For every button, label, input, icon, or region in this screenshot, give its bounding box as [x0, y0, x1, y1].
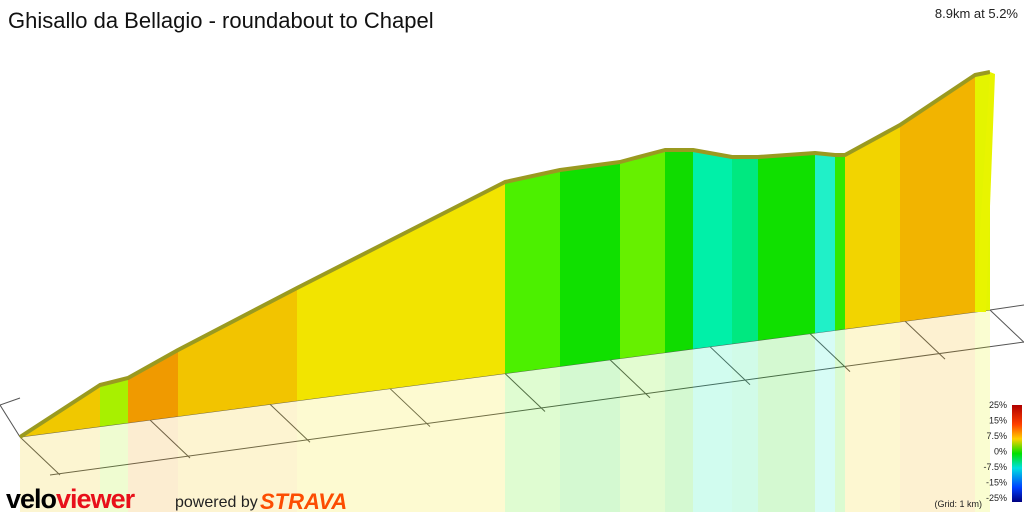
profile-strip: [835, 155, 845, 331]
grid-line: [19, 436, 61, 476]
grid-line: [0, 397, 21, 406]
profile-end: [975, 72, 995, 312]
profile-strip: [297, 182, 505, 401]
title: Ghisallo da Bellagio - roundabout to Cha…: [8, 8, 434, 33]
profile-strip: [815, 153, 835, 333]
reflection-strip: [297, 373, 505, 512]
reflection-strip: [20, 426, 100, 512]
profile-strip: [620, 150, 665, 359]
gradient-scale: [1012, 405, 1022, 502]
grid-line: [269, 403, 311, 443]
grid-note: (Grid: 1 km): [934, 499, 982, 509]
reflection-strip: [975, 310, 990, 512]
grid-line: [809, 333, 851, 372]
profile-strip: [560, 162, 620, 367]
profile-strip: [128, 350, 178, 423]
reflection-strip: [620, 352, 665, 512]
grid-line: [389, 388, 431, 427]
grid-line: [989, 309, 1024, 344]
profile-edge: [18, 70, 991, 439]
logo-b: viewer: [56, 484, 136, 512]
profile-strip: [100, 378, 128, 427]
elevation-profile: [18, 70, 995, 439]
scale-label: 7.5%: [986, 431, 1007, 441]
reflection: [20, 310, 990, 512]
profile-strip: [178, 288, 297, 417]
profile-strip: [732, 157, 758, 344]
grid-line: [609, 359, 651, 399]
profile-strip: [900, 75, 975, 322]
grid-line: [149, 419, 191, 459]
reflection-strip: [900, 312, 975, 512]
scale-label: -25%: [986, 493, 1007, 503]
logo-a: velo: [6, 484, 57, 512]
reflection-strip: [178, 400, 297, 512]
reflection-strip: [665, 348, 693, 512]
grid-line: [0, 404, 21, 438]
reflection-strip: [845, 321, 900, 512]
reflection-strip: [835, 329, 845, 512]
profile-strip: [693, 150, 732, 349]
profile-strip: [758, 153, 815, 341]
reflection-strip: [693, 343, 732, 512]
summary: 8.9km at 5.2%: [935, 6, 1019, 21]
profile-strip: [665, 150, 693, 353]
logo: veloviewer: [6, 484, 136, 512]
profile-strip: [505, 170, 560, 374]
grid-line: [504, 373, 546, 412]
scale-label: -7.5%: [983, 462, 1007, 472]
reflection-strip: [732, 340, 758, 512]
reflection-strip: [815, 330, 835, 512]
reflection-strip: [560, 358, 620, 512]
powered-by: powered by: [175, 494, 258, 511]
grid-line: [709, 346, 751, 386]
scale-label: 25%: [989, 400, 1007, 410]
grid-line: [904, 320, 946, 360]
reflection-strip: [128, 416, 178, 512]
scale-label: -15%: [986, 478, 1007, 488]
grid-line: [989, 304, 1024, 311]
scale-label: 0%: [994, 447, 1007, 457]
reflection-strip: [505, 366, 560, 512]
profile-strip: [845, 125, 900, 330]
grid-line: [49, 341, 1024, 476]
strava-logo: STRAVA: [260, 489, 347, 512]
scale-label: 15%: [989, 416, 1007, 426]
reflection-strip: [100, 422, 128, 512]
reflection-strip: [758, 332, 815, 512]
